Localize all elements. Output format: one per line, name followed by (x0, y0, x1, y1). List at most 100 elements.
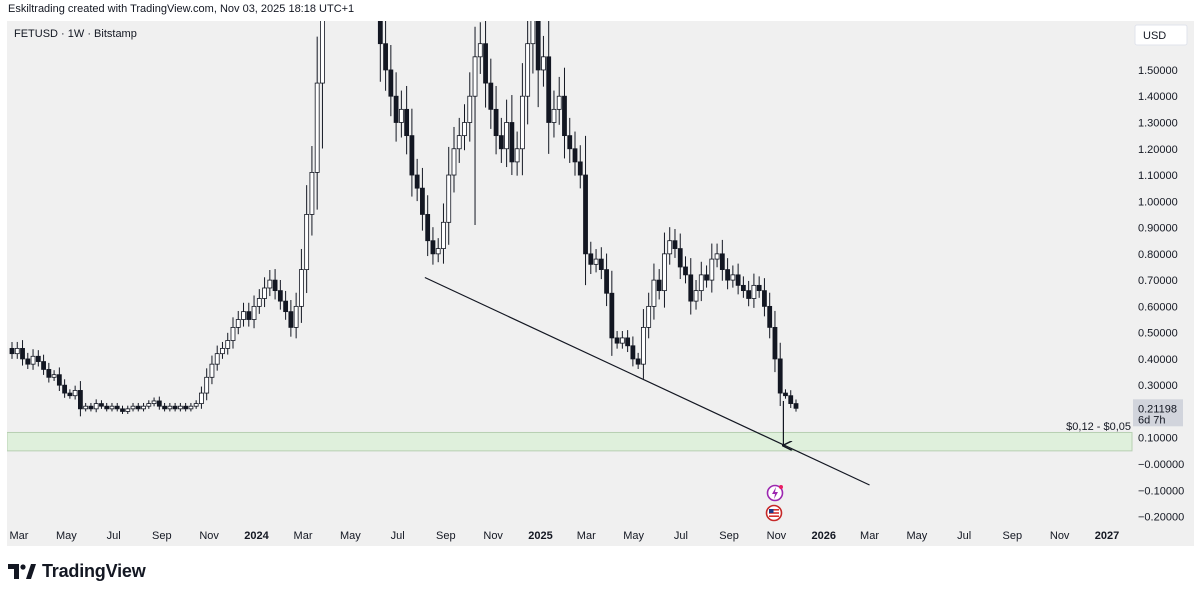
candle-body-down (493, 108, 499, 137)
candle (377, 21, 383, 82)
candle-body-down (777, 358, 783, 394)
candle (593, 249, 599, 273)
candle-body-down (483, 43, 488, 84)
candle-body-down (120, 408, 125, 412)
candle (546, 21, 552, 154)
candle (662, 232, 667, 308)
candle (683, 256, 688, 284)
tradingview-logo-icon (8, 564, 36, 579)
candle (577, 145, 583, 189)
candle-body-down (509, 122, 515, 163)
candle (446, 146, 452, 245)
price-chart[interactable]: 1.50000 1.40000 1.30000 1.20000 1.10000 1.000… (7, 21, 1194, 546)
candle (751, 273, 757, 308)
candle (14, 341, 20, 359)
candle (672, 229, 678, 258)
support-trendline[interactable] (424, 276, 870, 486)
candle (83, 402, 89, 412)
candle (383, 21, 388, 91)
candle-body-up (193, 403, 199, 407)
candle-body-up (693, 290, 699, 302)
candle-body-down (677, 248, 683, 268)
tradingview-logo[interactable]: TradingView (8, 558, 146, 584)
candle (35, 350, 41, 367)
candle-body-up (451, 148, 457, 176)
candle-body-up (320, 21, 325, 84)
candle (493, 85, 499, 155)
target-zone (7, 431, 1133, 452)
candle (530, 21, 536, 74)
candle (435, 238, 441, 263)
candle (514, 131, 520, 176)
candle (220, 341, 225, 359)
candle (630, 336, 636, 367)
x-tick-label: Sep (436, 530, 456, 542)
candle (688, 258, 694, 315)
x-tick-label: Mar (860, 530, 879, 542)
candle-body-down (583, 174, 588, 255)
x-tick-label: May (56, 530, 77, 542)
candle (793, 399, 799, 412)
candle-body-down (67, 392, 73, 397)
candle-body-up (298, 269, 304, 307)
candle-body-up (651, 279, 657, 307)
candle-body-up (467, 95, 473, 123)
candle (714, 243, 720, 268)
candle (783, 389, 788, 399)
candle-body-up (251, 305, 257, 320)
candle (614, 331, 620, 349)
candle (562, 67, 567, 159)
candle-body-down (562, 95, 567, 137)
candle (130, 402, 136, 412)
candle-body-down (793, 403, 799, 409)
candle (251, 295, 257, 329)
candle-body-up (698, 274, 704, 292)
candle-body-up (293, 305, 299, 328)
candle-body-up (14, 348, 20, 355)
candle (625, 330, 631, 353)
candle-body-up (646, 305, 652, 328)
candle (99, 400, 104, 409)
candle-body-down (740, 284, 746, 292)
candle-body-down (9, 348, 15, 355)
currency-label: USD (1143, 30, 1166, 42)
candle-body-up (235, 319, 241, 328)
candle (656, 269, 662, 300)
candle-body-up (714, 253, 720, 260)
currency-badge[interactable]: USD (1134, 24, 1188, 46)
event-lightning-icon[interactable] (766, 484, 784, 502)
candle-body-up (109, 405, 115, 410)
candle (709, 243, 715, 293)
candle-body-down (788, 395, 794, 404)
candle-body-up (456, 135, 462, 150)
event-us-flag-icon[interactable] (765, 504, 783, 522)
candle (235, 310, 241, 335)
candle (183, 402, 189, 412)
candle (272, 269, 278, 300)
candle-body-up (220, 348, 225, 355)
candle (267, 269, 273, 297)
candle (156, 396, 162, 410)
x-tick-label: 2024 (244, 530, 269, 542)
candle (756, 276, 762, 298)
candle (262, 277, 267, 308)
candle (498, 117, 504, 163)
candle (488, 58, 494, 129)
candle-body-down (683, 266, 688, 276)
candle-body-up (199, 392, 204, 404)
candle (719, 239, 725, 281)
candle-body-up (435, 248, 441, 255)
candle-body-up (141, 405, 146, 410)
candle-body-down (588, 253, 594, 265)
x-tick-label: Mar (10, 530, 29, 542)
candle-body-down (99, 403, 104, 407)
candle-body-up (709, 258, 715, 281)
candle-body-up (593, 258, 599, 265)
candle (146, 400, 152, 409)
candle (404, 85, 410, 155)
candle-body-up (151, 400, 157, 404)
candle (641, 309, 646, 379)
chart-area[interactable]: 1.50000 1.40000 1.30000 1.20000 1.10000 1.000… (7, 21, 1194, 546)
candle-body-down (735, 274, 741, 286)
candle-body-down (767, 305, 773, 328)
